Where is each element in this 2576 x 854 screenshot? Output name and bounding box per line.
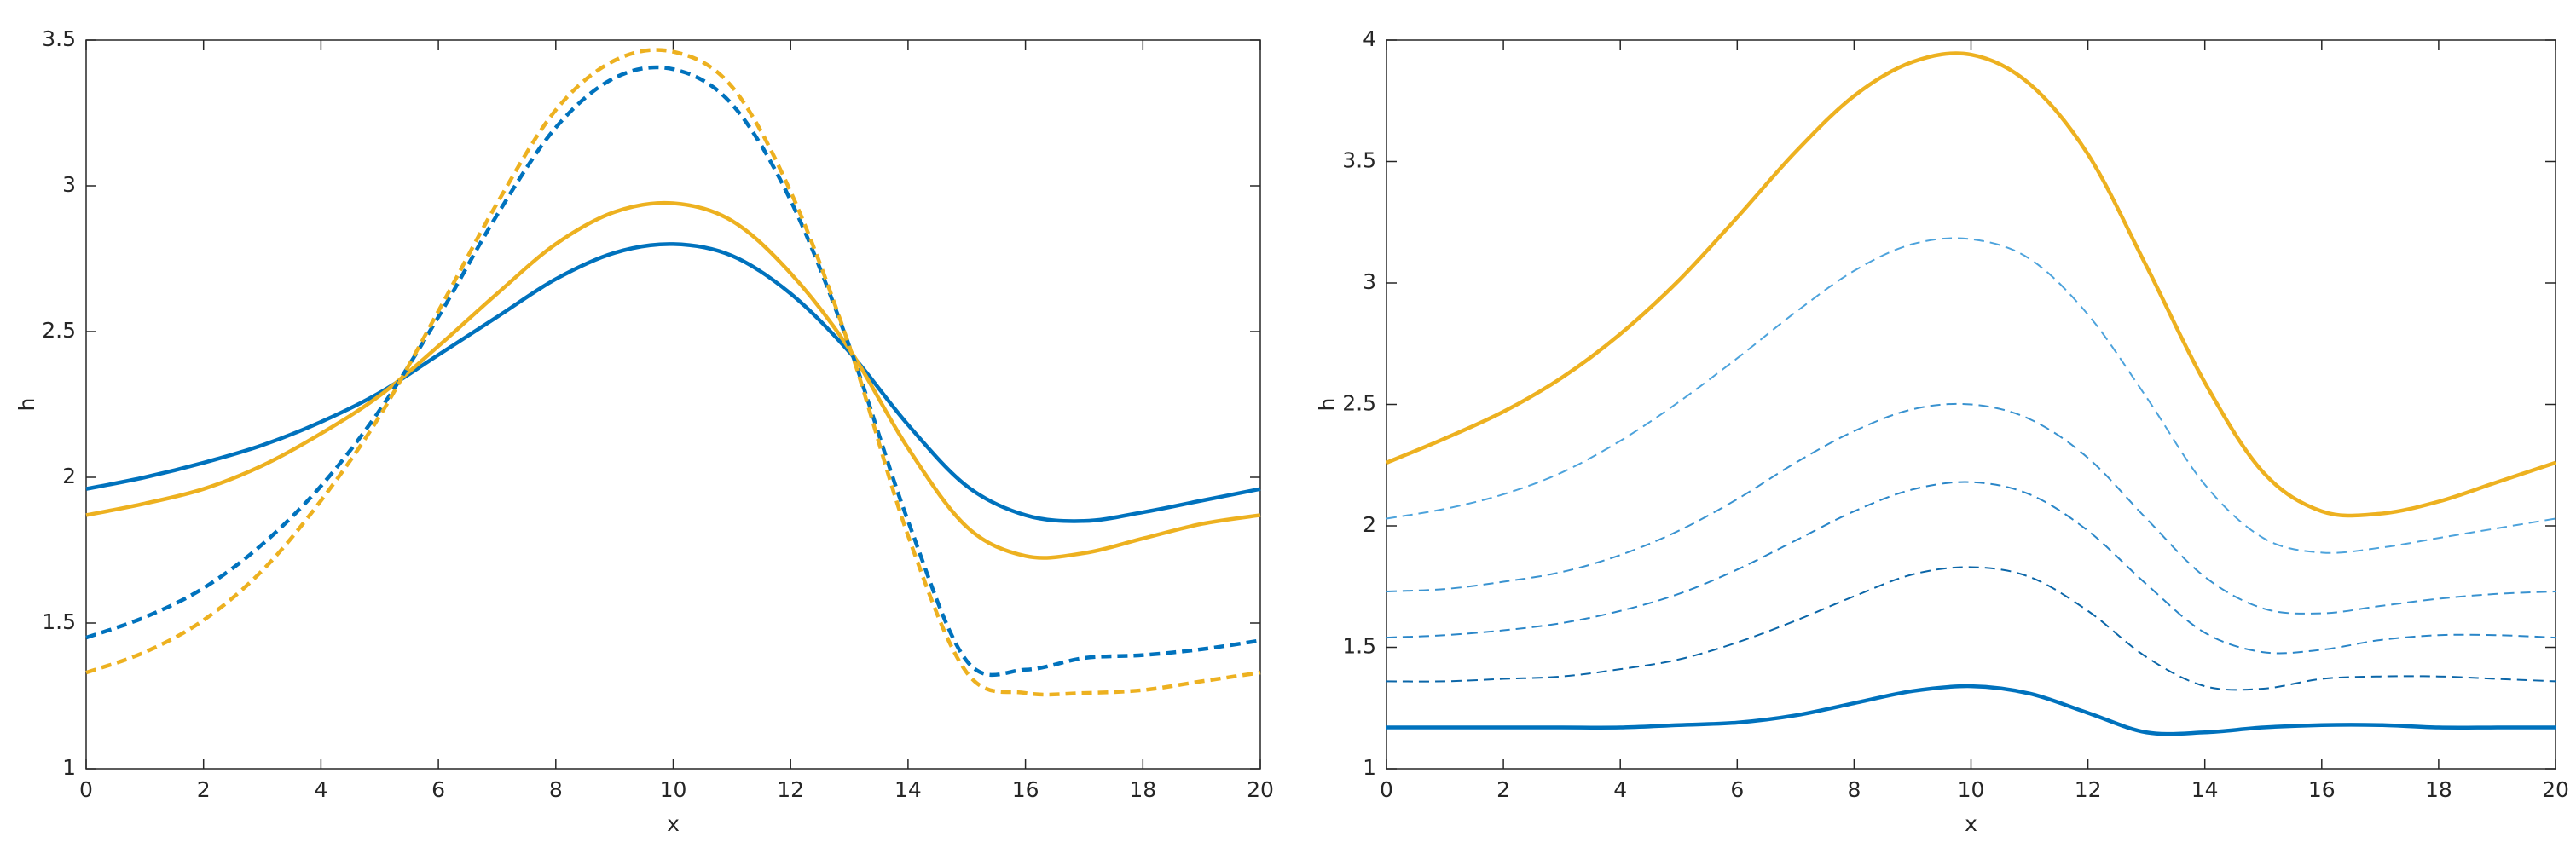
x-tick-label: 18 [2425,777,2452,802]
data-line [85,48,1261,697]
y-axis-label: h [1315,398,1340,412]
y-tick-label: 3 [62,172,76,197]
x-tick-label: 4 [314,777,327,802]
x-tick-label: 20 [2542,777,2569,802]
x-tick-label: 12 [777,777,804,802]
x-tick-label: 10 [660,777,687,802]
data-line [1386,566,2556,691]
data-line [85,200,1261,560]
x-tick-label: 0 [1380,777,1393,802]
data-line [85,65,1261,678]
x-tick-label: 14 [894,777,922,802]
y-tick-label: 1 [1363,755,1376,780]
y-tick-label: 2 [62,464,76,488]
y-tick-label: 2.5 [1342,391,1376,416]
x-tick-label: 14 [2191,777,2219,802]
y-tick-label: 2.5 [42,318,76,343]
data-line [85,242,1261,523]
x-tick-label: 12 [2075,777,2102,802]
y-tick-label: 1.5 [1342,634,1376,659]
x-axis-label: x [667,811,680,836]
x-tick-label: 0 [79,777,93,802]
x-tick-label: 8 [1847,777,1861,802]
x-tick-label: 18 [1129,777,1156,802]
y-tick-label: 3 [1363,269,1376,294]
x-tick-label: 16 [1012,777,1039,802]
y-tick-label: 3.5 [1342,148,1376,173]
data-line [1386,481,2556,655]
x-axis-label: x [1965,811,1977,836]
data-line [1386,237,2556,554]
x-tick-label: 2 [1496,777,1510,802]
x-tick-label: 6 [431,777,445,802]
data-line [1386,684,2556,736]
data-line [1386,51,2556,518]
x-tick-label: 10 [1958,777,1985,802]
x-tick-label: 6 [1730,777,1744,802]
x-tick-label: 4 [1613,777,1627,802]
y-tick-label: 1 [62,755,76,780]
x-tick-label: 8 [549,777,563,802]
x-tick-label: 2 [197,777,211,802]
y-tick-label: 1.5 [42,609,76,634]
y-tick-label: 2 [1363,512,1376,537]
y-tick-label: 3.5 [42,26,76,51]
data-line [1386,402,2556,615]
axes-box [85,39,1261,770]
y-tick-label: 4 [1363,26,1376,51]
x-tick-label: 16 [2308,777,2336,802]
y-axis-label: h [14,398,39,412]
x-tick-label: 20 [1247,777,1274,802]
